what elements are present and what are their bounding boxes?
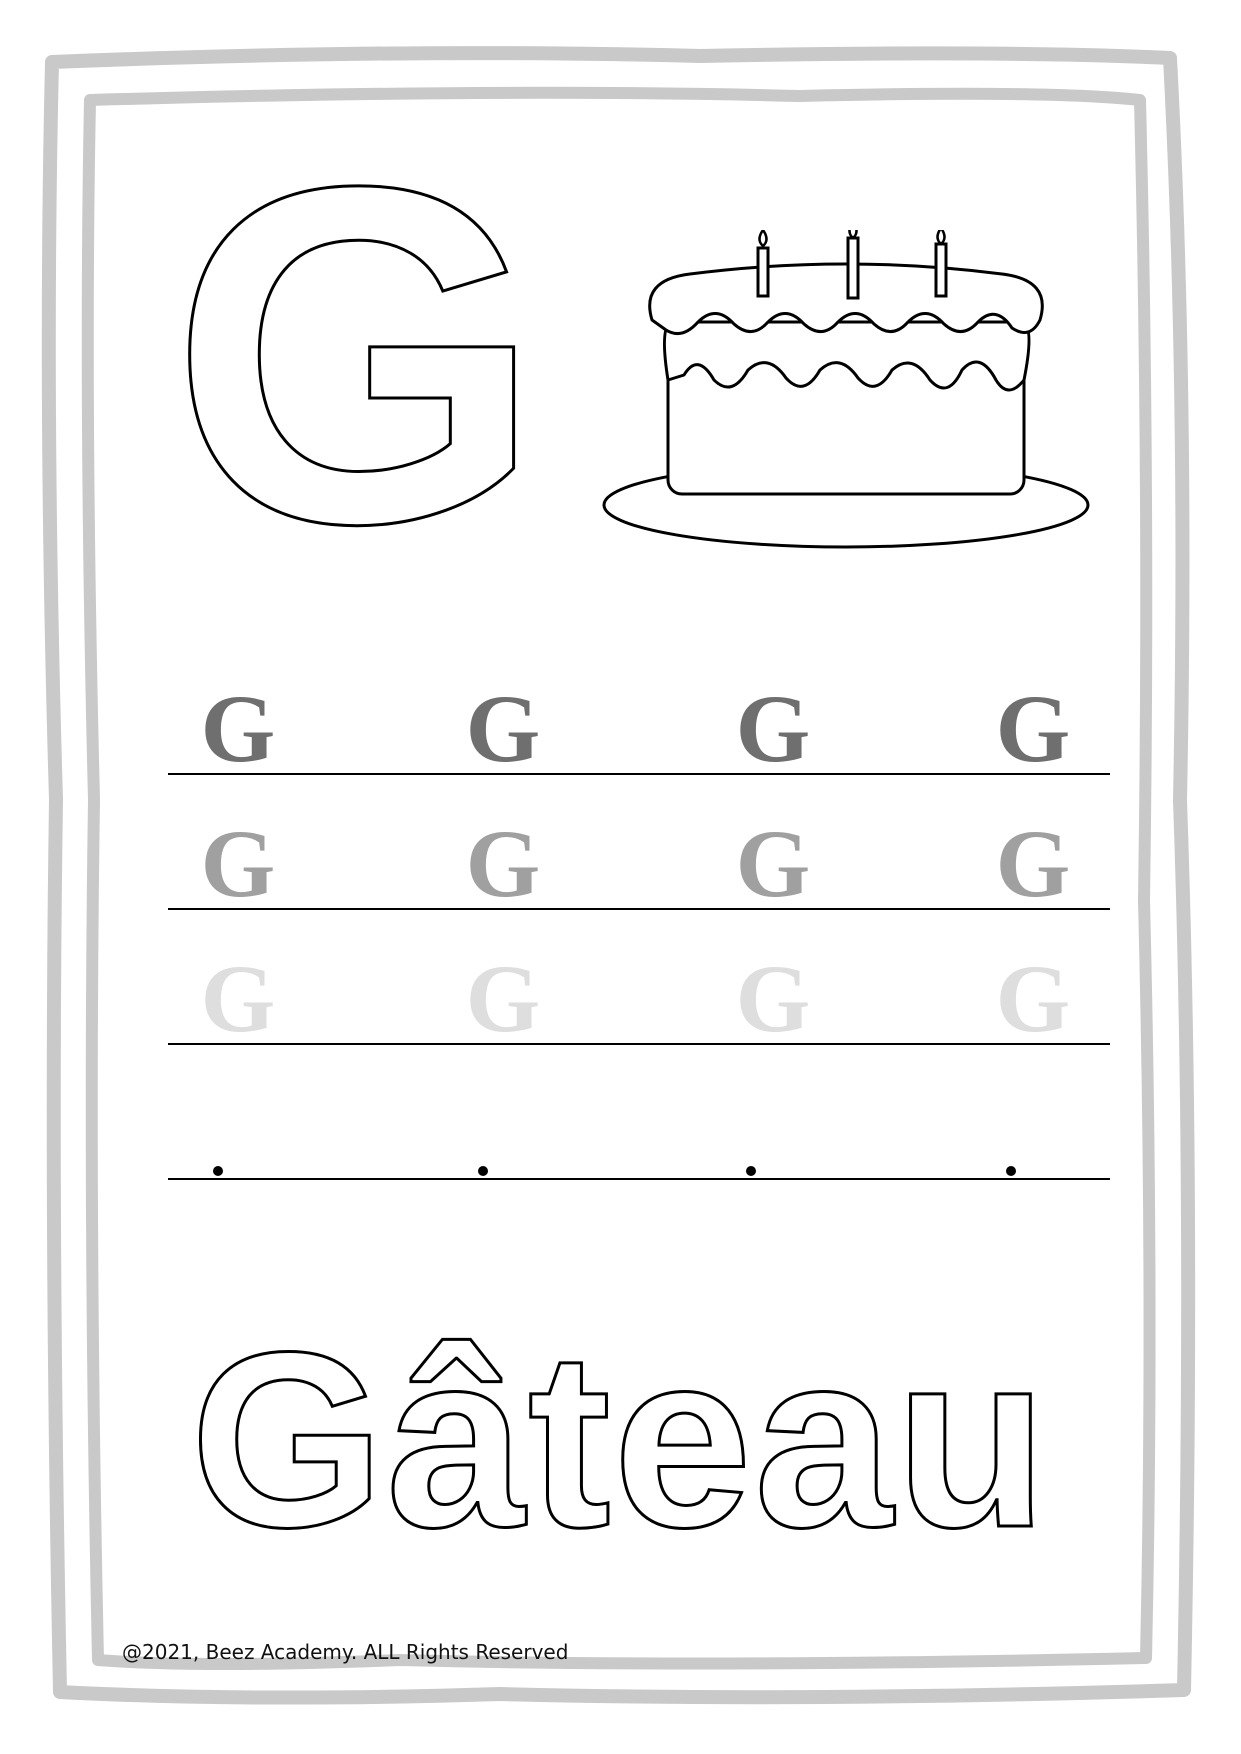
dot-row [168,1080,1110,1180]
trace-letter: G [465,675,541,782]
start-dot [1006,1166,1016,1176]
writing-line [168,908,1110,910]
writing-line [168,1043,1110,1045]
trace-letter: G [995,945,1071,1052]
trace-letter: G [200,810,276,917]
trace-letter: G [465,945,541,1052]
trace-row-dark: G G G G [168,675,1110,782]
trace-letter: G [200,675,276,782]
trace-letter: G [735,945,811,1052]
outline-word: Gâteau [189,1299,1050,1581]
start-dot [478,1166,488,1176]
trace-row-light: G G G G [168,945,1110,1052]
trace-row-medium: G G G G [168,810,1110,917]
start-dot [213,1166,223,1176]
trace-letter: G [465,810,541,917]
big-outline-letter: G [169,86,545,623]
start-dot [746,1166,756,1176]
copyright-footer: @2021, Beez Academy. ALL Rights Reserved [122,1640,569,1664]
writing-line [168,773,1110,775]
trace-letter: G [200,945,276,1052]
trace-letter: G [735,675,811,782]
trace-letter: G [995,810,1071,917]
trace-letter: G [735,810,811,917]
trace-letter: G [995,675,1071,782]
birthday-cake-icon [602,230,1090,549]
writing-line [168,1178,1110,1180]
